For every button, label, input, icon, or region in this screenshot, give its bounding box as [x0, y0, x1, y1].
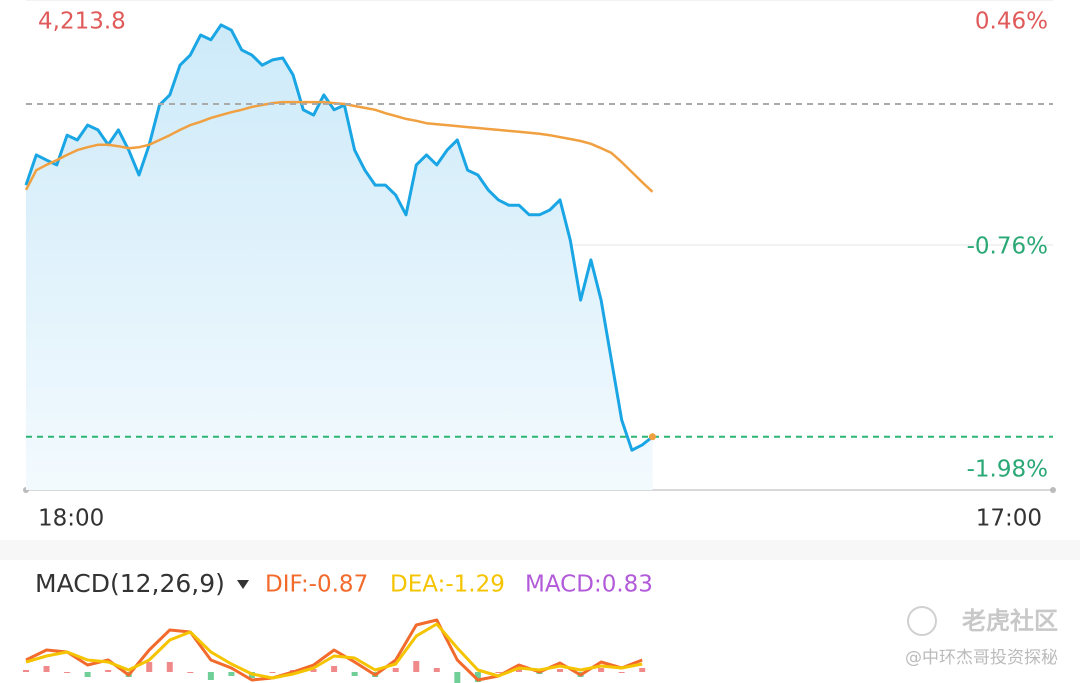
macd-line: [25, 622, 643, 680]
macd-bar: [187, 672, 194, 673]
macd-bar: [598, 668, 605, 672]
y2-tick-label: 0.46%: [975, 9, 1048, 35]
watermark-logo: 老虎社区: [962, 607, 1058, 635]
y2-tick-label: -1.98%: [967, 457, 1048, 483]
legend-entry: MACD:0.83: [525, 572, 653, 598]
macd-line: [25, 618, 643, 682]
macd-bar: [166, 662, 173, 672]
macd-bar: [84, 672, 91, 677]
macd-bar: [43, 666, 50, 672]
macd-bar: [515, 669, 522, 672]
macd-bar: [454, 672, 461, 683]
x-tick-label: 18:00: [38, 506, 104, 532]
macd-bar: [310, 669, 317, 672]
x-tick-label: 17:00: [976, 506, 1042, 532]
watermark-author: @中环杰哥投资探秘: [905, 648, 1058, 668]
axis-end-dot: [1050, 487, 1056, 493]
legend-entry: DIF:-0.87: [265, 572, 368, 598]
y-tick-label: 4,213.8: [38, 9, 126, 35]
macd-bar: [392, 668, 399, 672]
separator: [0, 540, 1080, 560]
dropdown-icon[interactable]: [237, 580, 249, 589]
price-area: [26, 24, 653, 491]
watermark-icon: [907, 606, 937, 636]
price-line: [24, 23, 654, 452]
macd-bar: [413, 661, 420, 672]
macd-bar: [639, 668, 646, 672]
macd-bar: [557, 669, 564, 672]
macd-bar: [269, 672, 276, 673]
macd-bar: [228, 672, 235, 676]
macd-bar: [64, 672, 71, 673]
macd-bar: [331, 666, 338, 672]
macd-bar: [474, 672, 481, 682]
legend-entry: DEA:-1.29: [390, 572, 505, 598]
macd-bar: [23, 670, 29, 672]
macd-title[interactable]: MACD(12,26,9): [35, 569, 225, 598]
macd-bar: [351, 672, 358, 676]
last-price-dot: [648, 433, 656, 441]
macd-bar: [207, 672, 214, 680]
macd-bar: [433, 668, 440, 672]
macd-bar: [495, 672, 502, 673]
macd-bar: [146, 662, 153, 672]
macd-bar: [105, 670, 112, 672]
macd-bar: [618, 672, 625, 673]
y2-tick-label: -0.76%: [967, 234, 1048, 260]
